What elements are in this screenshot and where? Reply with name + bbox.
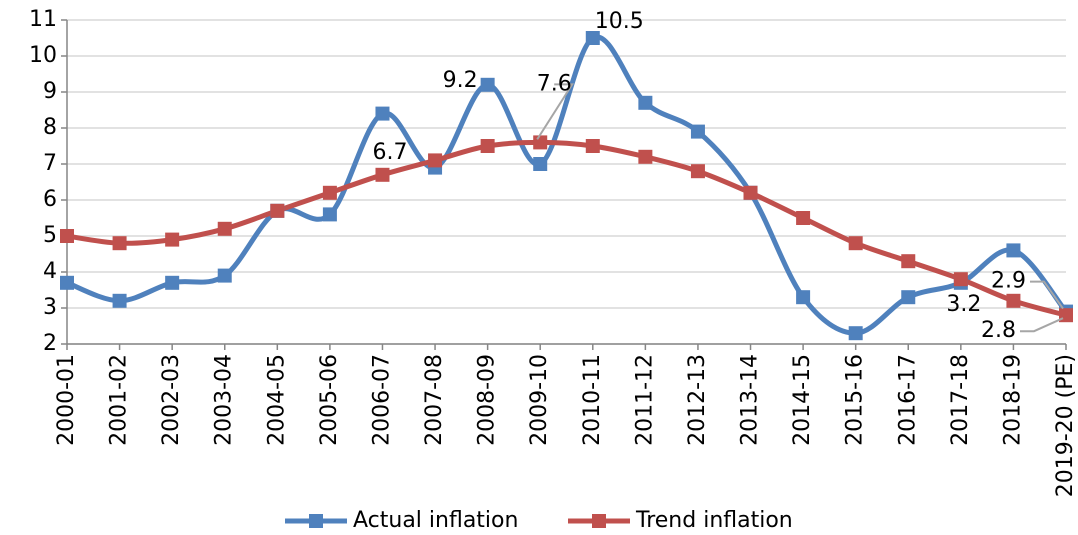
leader-line xyxy=(1020,317,1064,333)
x-tick-label: 2002-03 xyxy=(159,354,184,446)
legend-marker xyxy=(309,514,323,528)
marker xyxy=(428,153,443,168)
marker xyxy=(60,275,74,290)
marker xyxy=(796,290,811,305)
marker xyxy=(901,290,916,305)
marker xyxy=(217,268,232,283)
marker xyxy=(796,211,811,225)
marker xyxy=(322,207,337,222)
x-tick-label: 2014-15 xyxy=(790,354,815,446)
marker xyxy=(585,139,600,153)
x-tick-label: 2007-08 xyxy=(422,354,447,446)
x-tick-label: 2010-11 xyxy=(580,354,605,446)
leader-line xyxy=(536,83,575,140)
x-tick-label: 2004-05 xyxy=(264,354,289,446)
y-tick-label: 9 xyxy=(43,79,57,104)
marker xyxy=(848,236,863,251)
marker xyxy=(165,232,180,247)
marker xyxy=(165,275,180,290)
data-label: 10.5 xyxy=(595,9,644,34)
data-label: 9.2 xyxy=(443,68,478,93)
marker xyxy=(480,139,495,153)
marker xyxy=(638,149,653,164)
x-tick-label: 2009-10 xyxy=(527,354,552,446)
y-tick-label: 6 xyxy=(43,187,57,212)
marker xyxy=(112,236,127,251)
marker xyxy=(112,293,127,308)
data-label: 3.2 xyxy=(946,292,981,317)
marker xyxy=(953,272,968,287)
marker xyxy=(901,254,916,269)
marker xyxy=(375,167,390,182)
marker xyxy=(217,221,232,236)
x-tick-label: 2017-18 xyxy=(948,354,973,446)
marker xyxy=(848,326,863,341)
marker xyxy=(533,157,548,171)
marker xyxy=(690,164,705,179)
series-line xyxy=(66,139,1067,318)
x-tick-label: 2011-12 xyxy=(632,354,657,446)
y-tick-label: 10 xyxy=(29,43,57,68)
y-tick-label: 7 xyxy=(43,151,57,176)
x-tick-label: 2012-13 xyxy=(685,354,710,446)
data-label: 6.7 xyxy=(372,140,407,165)
y-tick-label: 4 xyxy=(43,259,57,284)
marker xyxy=(690,124,705,139)
marker xyxy=(322,185,337,200)
x-tick-label: 2015-16 xyxy=(843,354,868,446)
marker xyxy=(743,185,758,200)
x-tick-label: 2008-09 xyxy=(475,354,500,446)
legend-marker xyxy=(592,514,606,528)
marker xyxy=(1006,243,1021,258)
marker xyxy=(375,106,390,121)
x-tick-label: 2016-17 xyxy=(895,354,920,446)
y-tick-label: 5 xyxy=(43,223,57,248)
data-label: 2.9 xyxy=(991,269,1026,294)
x-tick-label: 2003-04 xyxy=(212,354,237,446)
data-label: 2.8 xyxy=(981,318,1016,343)
x-tick-label: 2000-01 xyxy=(54,354,79,446)
marker xyxy=(533,135,548,150)
marker xyxy=(585,31,600,45)
legend-label: Trend inflation xyxy=(635,508,793,533)
y-tick-label: 11 xyxy=(29,7,57,32)
marker xyxy=(60,229,74,243)
series-line xyxy=(66,34,1068,336)
marker xyxy=(638,95,653,110)
marker xyxy=(270,203,285,218)
marker xyxy=(1006,293,1021,308)
y-tick-label: 3 xyxy=(43,295,57,320)
leader-line xyxy=(1030,280,1064,310)
x-tick-label: 2006-07 xyxy=(369,354,394,446)
x-tick-label: 2001-02 xyxy=(107,354,132,446)
x-tick-label: 2005-06 xyxy=(317,354,342,446)
x-tick-label: 2018-19 xyxy=(1000,354,1025,446)
marker xyxy=(480,77,495,92)
y-tick-label: 8 xyxy=(43,115,57,140)
y-tick-label: 2 xyxy=(43,331,57,356)
data-label: 7.6 xyxy=(537,71,572,96)
legend-label: Actual inflation xyxy=(353,508,518,533)
x-tick-label: 2013-14 xyxy=(738,354,763,446)
x-tick-label: 2019-20 (PE) xyxy=(1053,354,1078,497)
